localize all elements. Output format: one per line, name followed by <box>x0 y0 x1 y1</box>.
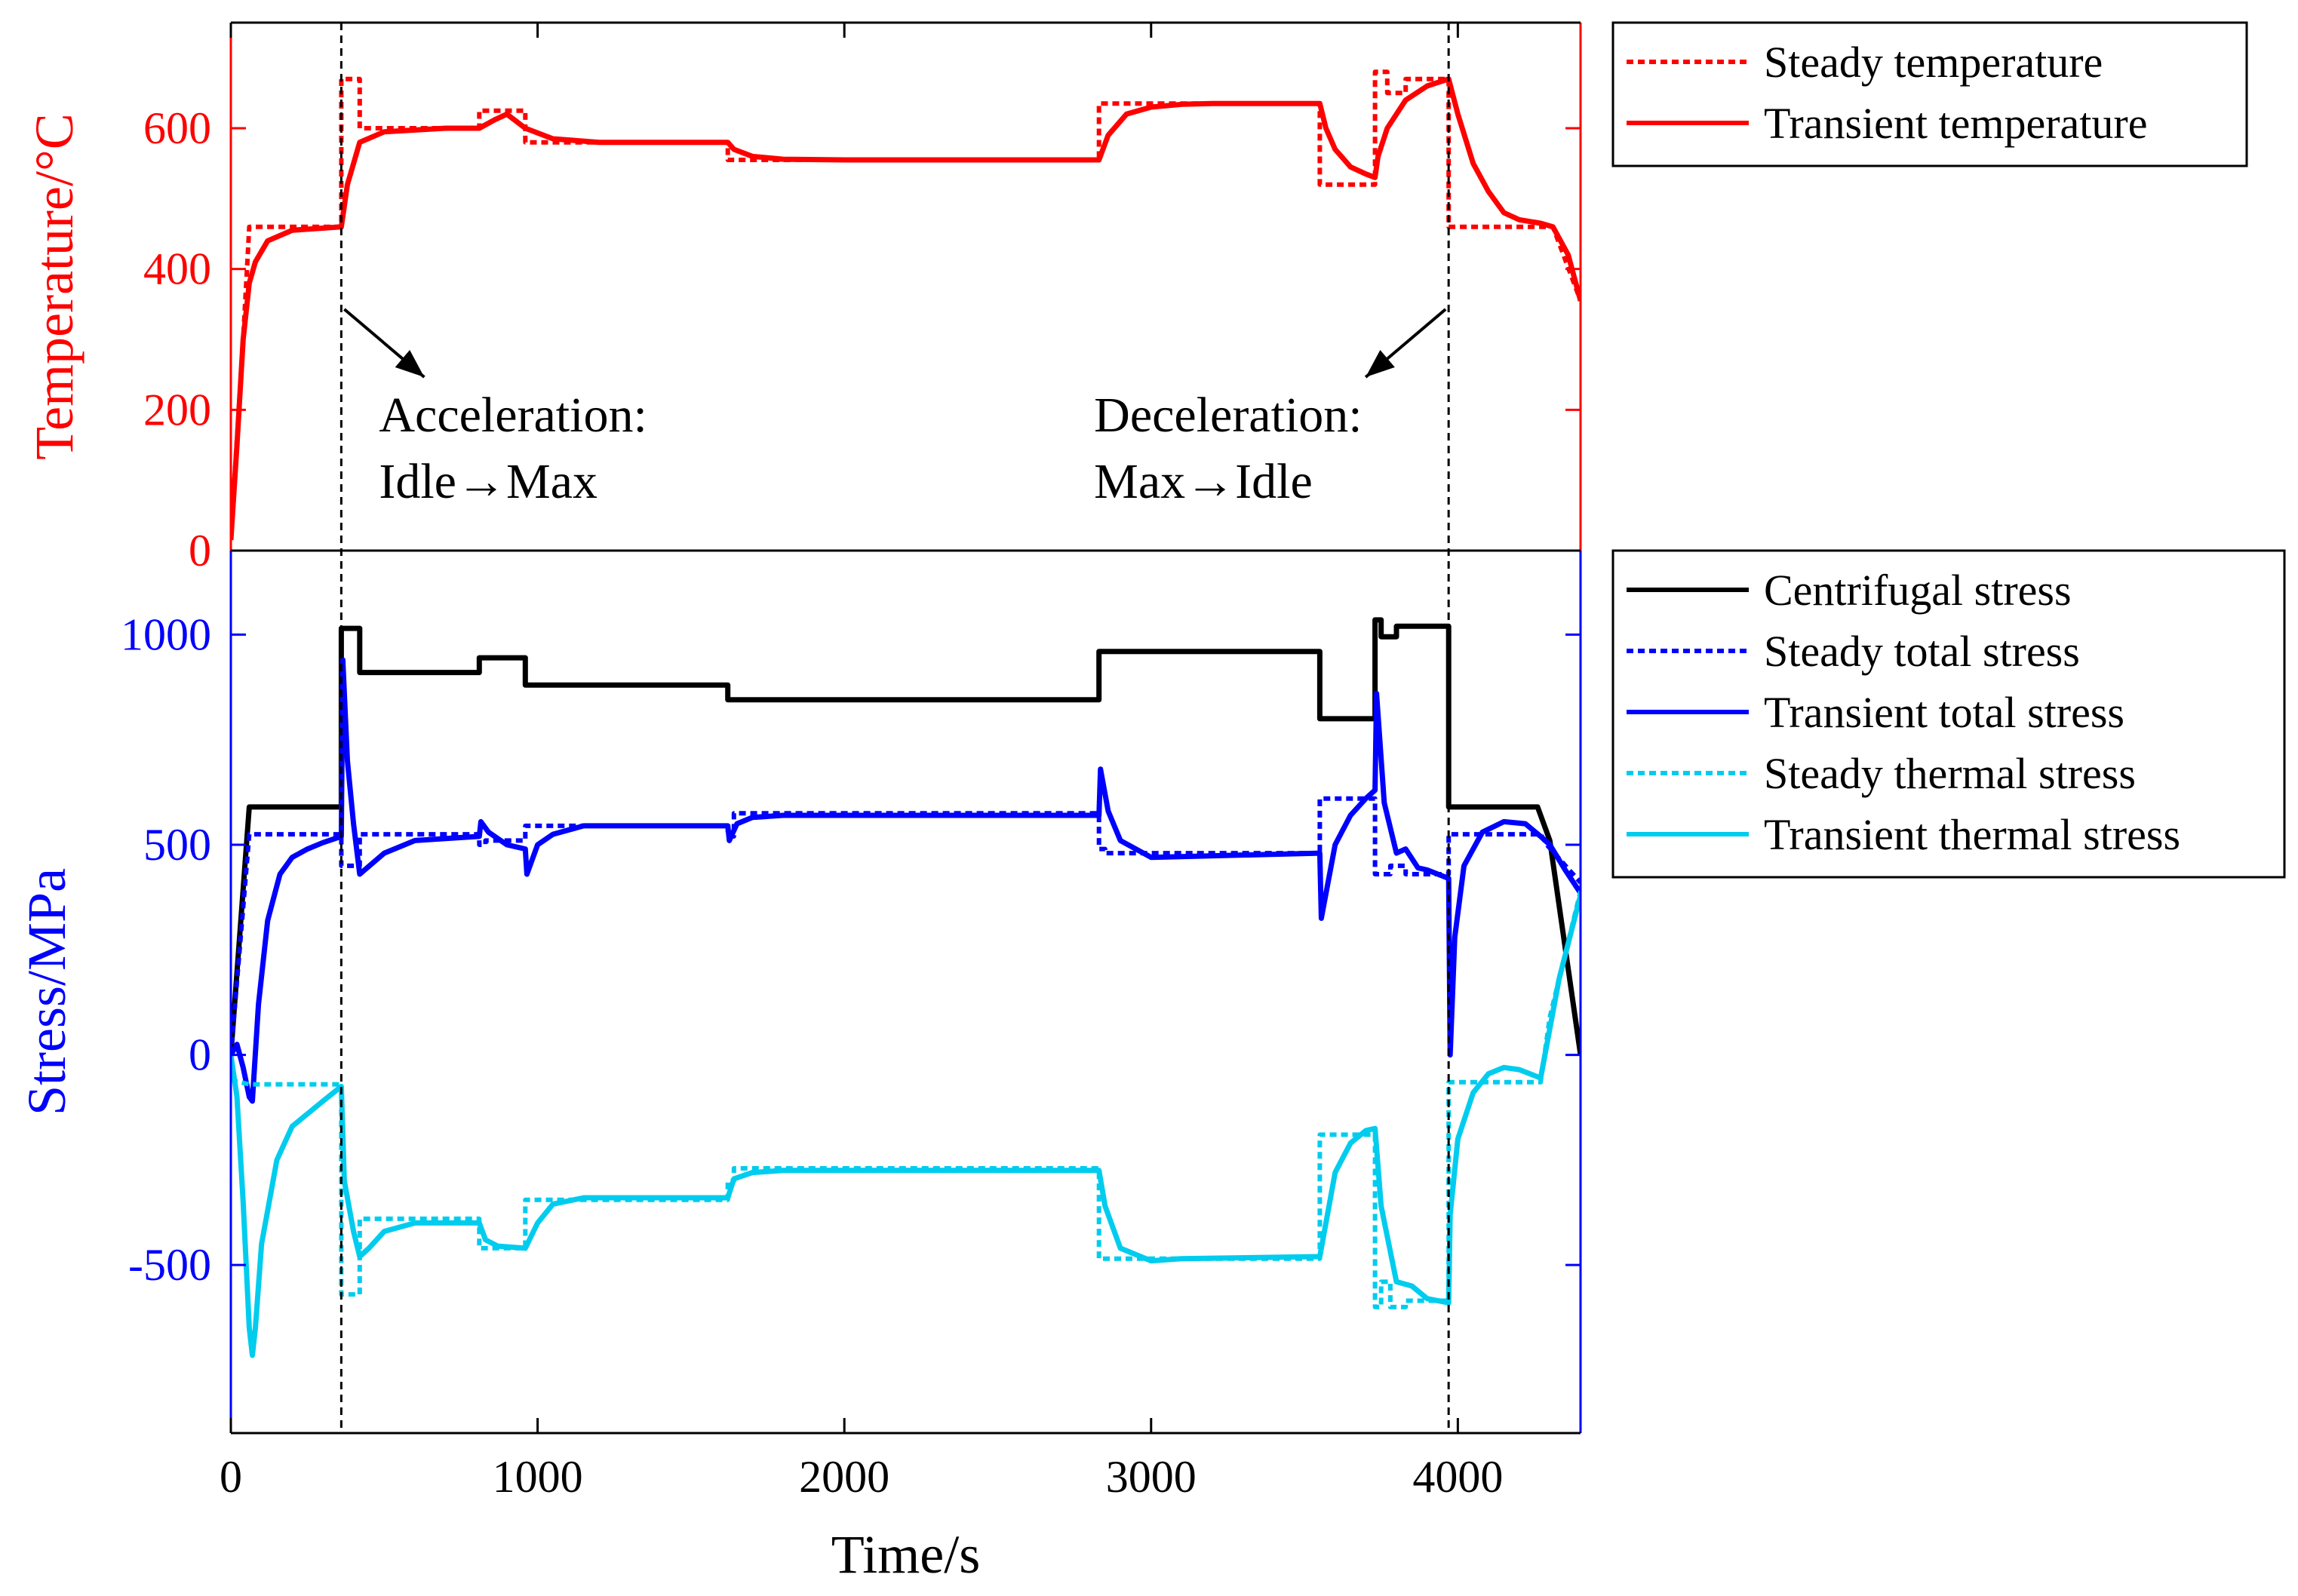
series-line-centrifugal-stress <box>231 617 1581 1056</box>
legend-label-steady-temperature: Steady temperature <box>1764 38 2103 87</box>
xtick-label: 0 <box>220 1452 242 1502</box>
temperature-ytick-label: 200 <box>143 385 211 434</box>
annotation-arrow-head <box>1366 349 1395 377</box>
temperature-ytick-label: 600 <box>143 103 211 153</box>
temperature-ytick-label: 400 <box>143 244 211 294</box>
series-line-steady-temperature <box>231 69 1581 537</box>
series-line-steady-thermal-stress <box>231 890 1581 1309</box>
legend-label-transient-total-stress: Transient total stress <box>1764 688 2124 737</box>
annotation-max-idle: Max→Idle <box>1094 454 1313 509</box>
temperature-legend: Steady temperature Transient temperature <box>1611 21 2248 167</box>
xlabel: Time/s <box>831 1524 980 1585</box>
stress-ytick-label: -500 <box>128 1240 211 1290</box>
annotation-acceleration: Acceleration: <box>379 388 647 443</box>
xtick-label: 3000 <box>1106 1452 1197 1502</box>
temperature-panel: 0 200 400 600 Temperature/°C Acceleration: Idl… <box>24 21 1582 575</box>
stress-ylabel: Stress/MPa <box>17 868 77 1116</box>
legend-box <box>1611 21 2248 167</box>
legend-label-transient-thermal-stress: Transient thermal stress <box>1764 810 2180 859</box>
annotation-arrow-head <box>395 349 425 377</box>
series-line-steady-total-stress <box>231 796 1581 1055</box>
annotation-deceleration: Deceleration: <box>1094 388 1362 443</box>
xtick-label: 4000 <box>1412 1452 1503 1502</box>
xtick-label: 2000 <box>799 1452 889 1502</box>
stress-ytick-label: 0 <box>189 1030 211 1080</box>
series-line-transient-temperature <box>231 76 1581 541</box>
legend-label-steady-total-stress: Steady total stress <box>1764 627 2080 676</box>
stress-ytick-label: 1000 <box>121 609 211 659</box>
annotation-idle-max: Idle→Max <box>379 454 598 509</box>
stress-legend: Centrifugal stress Steady total stress Tra… <box>1611 549 2286 879</box>
stress-ytick-label: 500 <box>143 820 211 870</box>
legend-label-centrifugal-stress: Centrifugal stress <box>1764 566 2072 615</box>
legend-label-transient-temperature: Transient temperature <box>1764 99 2147 148</box>
legend-label-steady-thermal-stress: Steady thermal stress <box>1764 749 2136 798</box>
temperature-ylabel: Temperature/°C <box>24 113 84 460</box>
xtick-label: 1000 <box>493 1452 583 1502</box>
temperature-ytick-label: 0 <box>189 526 211 575</box>
